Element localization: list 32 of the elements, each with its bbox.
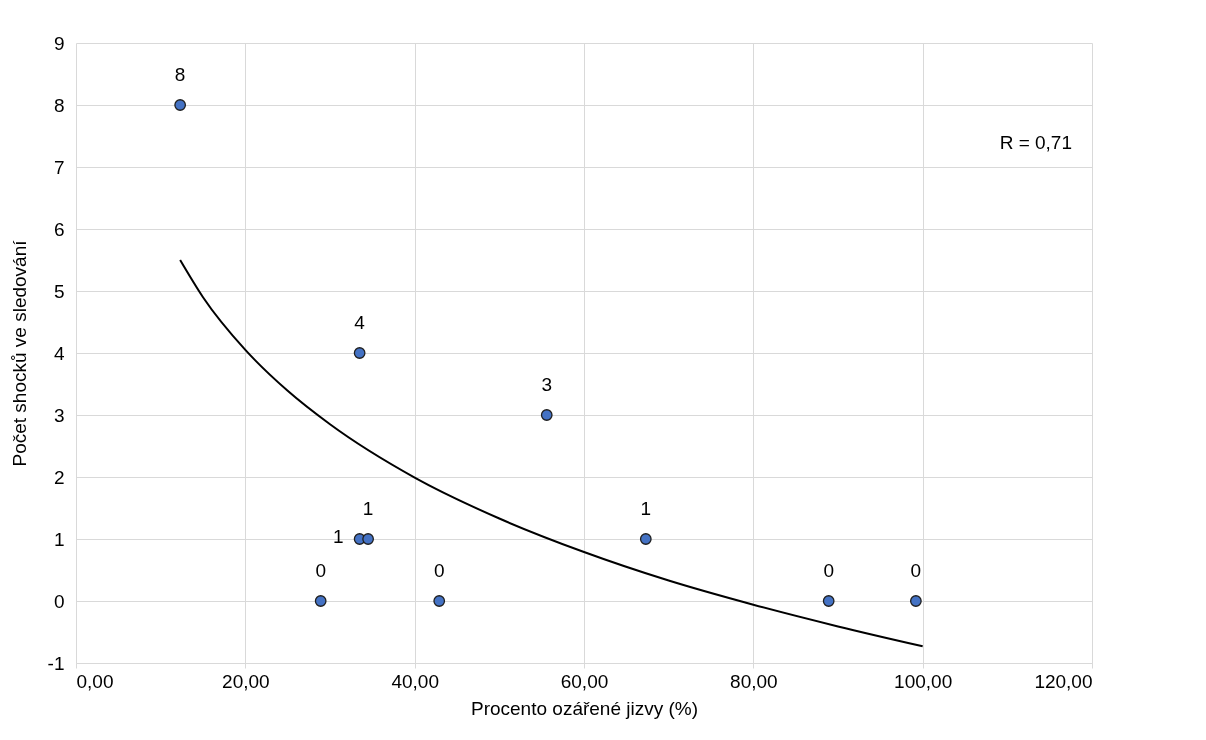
x-tick-label: 120,00 <box>1034 670 1093 692</box>
y-tick-label: 6 <box>53 218 65 240</box>
y-tick-label: 1 <box>53 528 65 550</box>
y-tick-label: 8 <box>53 94 65 116</box>
y-tick-label: 4 <box>53 342 65 364</box>
y-tick-label: 0 <box>53 590 65 612</box>
data-label: 3 <box>541 374 553 395</box>
data-label: 0 <box>823 560 834 581</box>
x-tick-label: 60,00 <box>560 670 609 692</box>
line-series <box>179 259 924 648</box>
y-tick-label: 5 <box>53 280 65 302</box>
x-tick-label: 40,00 <box>391 670 439 692</box>
x-tick-label: 0,00 <box>76 670 114 692</box>
data-label: 1 <box>362 498 374 519</box>
y-tick-label: 7 <box>53 156 65 178</box>
y-tick-label: 3 <box>53 404 65 426</box>
x-tick-label: 20,00 <box>222 670 270 692</box>
y-tick-label: 9 <box>53 32 65 54</box>
data-label: 1 <box>333 526 344 547</box>
x-axis-title: Procento ozářené jizvy (%) <box>470 697 699 719</box>
data-label: 0 <box>315 560 326 581</box>
data-label: 8 <box>174 64 186 85</box>
annotation: R = 0,71 <box>999 132 1072 153</box>
data-label: 0 <box>910 560 922 581</box>
y-axis-title: Počet shocků ve sledování <box>8 239 30 467</box>
data-label: 0 <box>433 560 445 581</box>
data-label: 4 <box>354 312 366 333</box>
data-label: 1 <box>640 498 652 519</box>
x-tick-label: 80,00 <box>730 670 778 692</box>
y-tick-label: -1 <box>47 652 65 674</box>
y-tick-label: 2 <box>53 466 65 488</box>
x-tick-label: 100,00 <box>894 670 953 692</box>
